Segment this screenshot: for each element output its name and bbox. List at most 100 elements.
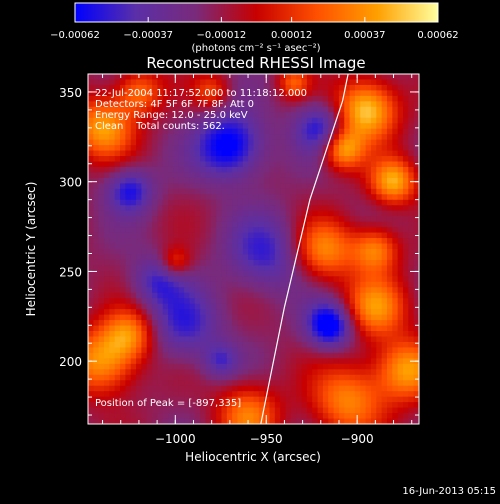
heatmap-cell xyxy=(386,243,393,250)
heatmap-cell xyxy=(88,352,94,359)
heatmap-cell xyxy=(130,259,137,267)
heatmap-cell xyxy=(242,347,249,354)
heatmap-cell xyxy=(152,320,158,327)
heatmap-cell xyxy=(397,276,404,283)
heatmap-cell xyxy=(360,139,367,146)
heatmap-cell xyxy=(178,134,185,141)
heatmap-cell xyxy=(365,369,372,376)
heatmap-cell xyxy=(274,380,281,387)
heatmap-cell xyxy=(130,210,137,217)
heatmap-cell xyxy=(114,90,121,97)
heatmap-cell xyxy=(413,254,419,261)
heatmap-cell xyxy=(317,292,324,299)
heatmap-cell xyxy=(290,199,297,206)
heatmap-cell xyxy=(397,172,404,179)
heatmap-cell xyxy=(216,418,223,424)
heatmap-cell xyxy=(226,341,233,349)
heatmap-cell xyxy=(338,320,345,327)
heatmap-cell xyxy=(242,276,249,283)
heatmap-cell xyxy=(130,128,137,135)
heatmap-cell xyxy=(349,374,356,381)
heatmap-cell xyxy=(104,270,110,277)
heatmap-cell xyxy=(333,331,340,338)
heatmap-cell xyxy=(216,74,223,81)
heatmap-cell xyxy=(152,183,158,190)
heatmap-cell xyxy=(205,292,212,299)
heatmap-cell xyxy=(93,172,100,179)
heatmap-cell xyxy=(253,145,260,152)
heatmap-cell xyxy=(242,221,249,228)
heatmap-cell xyxy=(157,128,164,135)
heatmap-cell xyxy=(408,336,415,343)
heatmap-cell xyxy=(248,369,255,376)
heatmap-cell xyxy=(344,298,351,305)
heatmap-cell xyxy=(146,221,153,228)
heatmap-cell xyxy=(226,309,233,316)
heatmap-cell xyxy=(178,325,185,332)
heatmap-cell xyxy=(354,303,361,310)
heatmap-cell xyxy=(274,161,281,168)
heatmap-cell xyxy=(146,309,153,316)
heatmap-cell xyxy=(264,95,271,102)
heatmap-cell xyxy=(269,254,276,261)
heatmap-cell xyxy=(88,276,94,283)
heatmap-cell xyxy=(98,363,105,370)
heatmap-cell xyxy=(141,101,148,108)
heatmap-cell xyxy=(360,358,367,365)
heatmap-cell xyxy=(370,106,377,113)
heatmap-cell xyxy=(264,205,271,212)
heatmap-cell xyxy=(333,303,340,310)
heatmap-cell xyxy=(125,145,132,152)
heatmap-cell xyxy=(136,358,142,365)
heatmap-cell xyxy=(200,79,207,86)
heatmap-cell xyxy=(402,292,409,299)
heatmap-cell xyxy=(205,172,212,179)
heatmap-cell xyxy=(360,95,367,102)
heatmap-cell xyxy=(269,276,276,283)
heatmap-cell xyxy=(253,227,260,234)
heatmap-cell xyxy=(269,84,276,92)
heatmap-cell xyxy=(173,374,180,381)
heatmap-cell xyxy=(189,358,196,365)
heatmap-cell xyxy=(344,358,351,365)
heatmap-cell xyxy=(274,210,281,217)
heatmap-cell xyxy=(109,205,116,212)
heatmap-cell xyxy=(392,150,399,157)
heatmap-cell xyxy=(413,396,419,403)
heatmap-cell xyxy=(146,303,153,310)
heatmap-cell xyxy=(120,139,126,146)
heatmap-cell xyxy=(130,183,137,190)
heatmap-cell xyxy=(312,380,319,387)
heatmap-cell xyxy=(264,418,271,424)
heatmap-cell xyxy=(141,172,148,179)
heatmap-cell xyxy=(360,150,367,157)
heatmap-cell xyxy=(338,139,345,146)
heatmap-cell xyxy=(226,254,233,261)
heatmap-cell xyxy=(360,243,367,250)
heatmap-cell xyxy=(253,396,260,403)
heatmap-cell xyxy=(130,320,137,327)
heatmap-cell xyxy=(365,84,372,92)
heatmap-cell xyxy=(178,336,185,343)
heatmap-cell xyxy=(168,292,175,299)
heatmap-cell xyxy=(413,314,419,321)
heatmap-cell xyxy=(317,380,324,387)
heatmap-cell xyxy=(386,139,393,146)
heatmap-cell xyxy=(104,418,110,424)
heatmap-cell xyxy=(381,314,388,321)
heatmap-cell xyxy=(125,281,132,288)
heatmap-cell xyxy=(408,287,415,294)
heatmap-cell xyxy=(381,139,388,146)
heatmap-cell xyxy=(104,303,110,310)
heatmap-cell xyxy=(194,227,201,234)
heatmap-cell xyxy=(349,90,356,97)
heatmap-cell xyxy=(162,259,169,267)
heatmap-cell xyxy=(312,74,319,81)
heatmap-cell xyxy=(114,276,121,283)
heatmap-cell xyxy=(269,166,276,174)
heatmap-cell xyxy=(178,396,185,403)
heatmap-cell xyxy=(210,413,217,420)
heatmap-cell xyxy=(205,74,212,81)
heatmap-cell xyxy=(296,188,303,195)
heatmap-cell xyxy=(338,358,345,365)
